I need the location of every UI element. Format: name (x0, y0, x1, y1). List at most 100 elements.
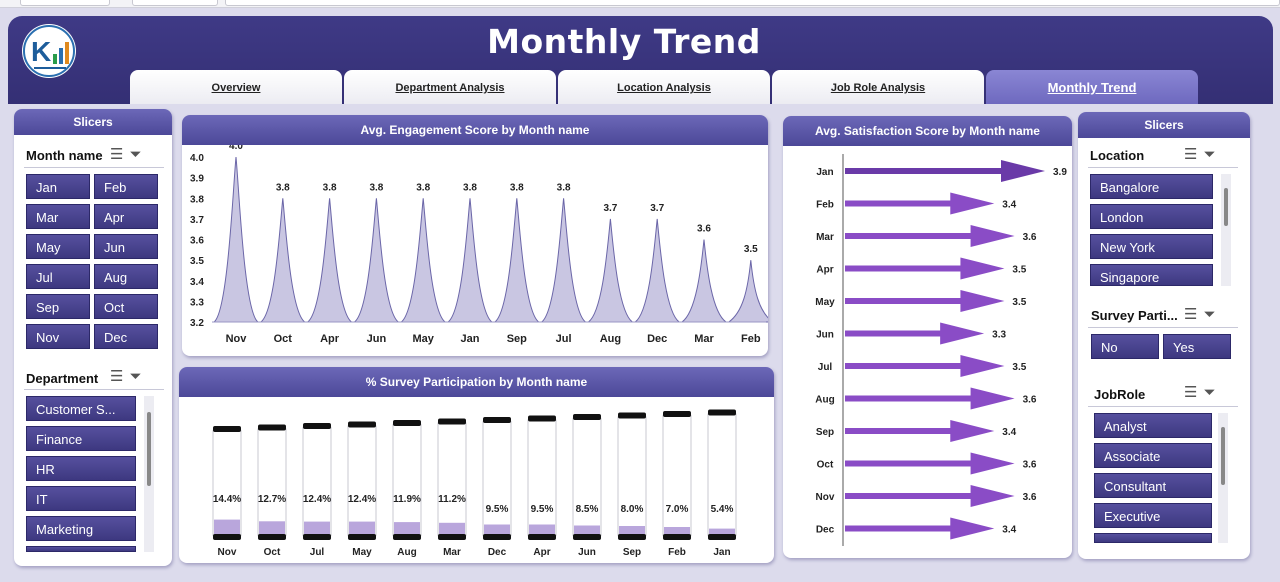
tube-base (348, 534, 376, 540)
tube-base (708, 534, 736, 540)
participation-fill-oct (259, 521, 285, 534)
scroll-thumb[interactable] (1221, 427, 1225, 485)
jobrole-scrollbar[interactable] (1218, 413, 1228, 543)
tab-monthly-trend[interactable]: Monthly Trend (986, 70, 1198, 104)
y-tick-label: Aug (815, 395, 834, 406)
y-tick-label: Mar (816, 232, 834, 243)
department-slicer-more[interactable] (26, 546, 136, 552)
participation-value-label: 8.5% (576, 504, 599, 515)
survey-slicer-no[interactable]: No (1091, 334, 1159, 359)
department-slicer-customer-service[interactable]: Customer S... (26, 396, 136, 421)
x-tick-label: Mar (694, 333, 714, 345)
svg-text:K: K (31, 36, 51, 67)
x-tick-label: Aug (397, 547, 416, 558)
satisfaction-value-label: 3.5 (1012, 265, 1026, 276)
department-slicer-hr[interactable]: HR (26, 456, 136, 481)
engagement-chart-title: Avg. Engagement Score by Month name (182, 115, 768, 145)
toolbar-field (132, 0, 218, 6)
tube-cap (438, 418, 466, 425)
engagement-value-label: 3.8 (369, 182, 383, 193)
x-tick-label: Oct (274, 333, 293, 345)
satisfaction-arrow-jul (845, 355, 1005, 377)
tab-location-analysis[interactable]: Location Analysis (558, 70, 770, 104)
right-slicer-panel: Slicers Location ☰ ⏷ Bangalore London New… (1078, 112, 1250, 559)
multi-select-icon[interactable]: ☰ (1184, 146, 1198, 163)
jobrole-slicer-more[interactable] (1094, 533, 1212, 543)
location-slicer-label: Location (1090, 148, 1145, 163)
satisfaction-chart: Jan 3.9 Feb 3.4 Mar 3.6 Apr 3.5 May 3.5 Jun 3.3 Jul 3… (815, 154, 1067, 546)
location-slicer-london[interactable]: London (1090, 204, 1213, 229)
engagement-area-aug (586, 218, 634, 323)
y-tick-label: Apr (816, 265, 833, 276)
month-slicer-may[interactable]: May (26, 234, 90, 259)
jobrole-slicer-associate[interactable]: Associate (1094, 443, 1212, 468)
scroll-thumb[interactable] (1224, 188, 1228, 226)
clear-filter-icon[interactable]: ⏷ (1203, 384, 1216, 401)
tube-cap (483, 417, 511, 423)
y-tick-label: 3.3 (190, 297, 204, 308)
tab-department-analysis[interactable]: Department Analysis (344, 70, 556, 104)
engagement-chart: 4.0 3.9 3.8 3.7 3.6 3.5 3.4 3.3 3.2 4.0 Nov 3.8 Oct 3… (190, 145, 768, 345)
department-slicer-label: Department (26, 371, 99, 386)
engagement-value-label: 3.6 (697, 224, 711, 235)
jobrole-slicer-label: JobRole (1094, 387, 1146, 402)
satisfaction-value-label: 3.9 (1053, 167, 1067, 178)
engagement-area-jan (446, 198, 494, 323)
y-tick-label: Jul (818, 362, 833, 373)
month-slicer-jul[interactable]: Jul (26, 264, 90, 289)
multi-select-icon[interactable]: ☰ (110, 368, 124, 385)
clear-filter-icon[interactable]: ⏷ (129, 368, 142, 385)
month-slicer-jun[interactable]: Jun (94, 234, 158, 259)
tube-cap (258, 424, 286, 431)
scroll-thumb[interactable] (147, 412, 151, 486)
month-slicer-aug[interactable]: Aug (94, 264, 158, 289)
x-tick-label: Nov (226, 333, 248, 345)
department-slicer-marketing[interactable]: Marketing (26, 516, 136, 541)
x-tick-label: May (352, 547, 372, 558)
y-tick-label: Oct (817, 460, 834, 471)
tube-cap (213, 426, 241, 432)
participation-value-label: 14.4% (213, 494, 241, 505)
participation-fill-aug (394, 522, 420, 534)
month-slicer-sep[interactable]: Sep (26, 294, 90, 319)
location-slicer-singapore[interactable]: Singapore (1090, 264, 1213, 286)
engagement-area-oct (259, 198, 307, 323)
clear-filter-icon[interactable]: ⏷ (1203, 306, 1216, 323)
location-slicer-bangalore[interactable]: Bangalore (1090, 174, 1213, 199)
divider (24, 167, 164, 168)
x-tick-label: Apr (533, 547, 550, 558)
participation-fill-may (349, 521, 375, 534)
x-tick-label: Jul (556, 333, 572, 345)
department-slicer-finance[interactable]: Finance (26, 426, 136, 451)
month-slicer-dec[interactable]: Dec (94, 324, 158, 349)
month-slicer-jan[interactable]: Jan (26, 174, 90, 199)
tab-overview[interactable]: Overview (130, 70, 342, 104)
department-slicer-it[interactable]: IT (26, 486, 136, 511)
month-slicer-mar[interactable]: Mar (26, 204, 90, 229)
engagement-chart-panel: Avg. Engagement Score by Month name 4.0 3… (182, 115, 768, 356)
tube-cap (618, 412, 646, 419)
tab-job-role-analysis[interactable]: Job Role Analysis (772, 70, 984, 104)
month-slicer-oct[interactable]: Oct (94, 294, 158, 319)
participation-fill-dec (484, 524, 510, 534)
jobrole-slicer-executive[interactable]: Executive (1094, 503, 1212, 528)
survey-slicer-yes[interactable]: Yes (1163, 334, 1231, 359)
participation-value-label: 5.4% (711, 504, 734, 515)
clear-filter-icon[interactable]: ⏷ (1203, 146, 1216, 163)
department-scrollbar[interactable] (144, 396, 154, 552)
location-slicer-new-york[interactable]: New York (1090, 234, 1213, 259)
participation-value-label: 7.0% (666, 504, 689, 515)
month-slicer-feb[interactable]: Feb (94, 174, 158, 199)
multi-select-icon[interactable]: ☰ (110, 146, 124, 163)
tube-cap (528, 415, 556, 422)
multi-select-icon[interactable]: ☰ (1184, 384, 1198, 401)
clear-filter-icon[interactable]: ⏷ (129, 146, 142, 163)
month-slicer-apr[interactable]: Apr (94, 204, 158, 229)
jobrole-slicer-analyst[interactable]: Analyst (1094, 413, 1212, 438)
multi-select-icon[interactable]: ☰ (1184, 306, 1198, 323)
location-scrollbar[interactable] (1221, 174, 1231, 286)
engagement-area-apr (306, 198, 354, 323)
satisfaction-value-label: 3.4 (1002, 427, 1016, 438)
month-slicer-nov[interactable]: Nov (26, 324, 90, 349)
jobrole-slicer-consultant[interactable]: Consultant (1094, 473, 1212, 498)
